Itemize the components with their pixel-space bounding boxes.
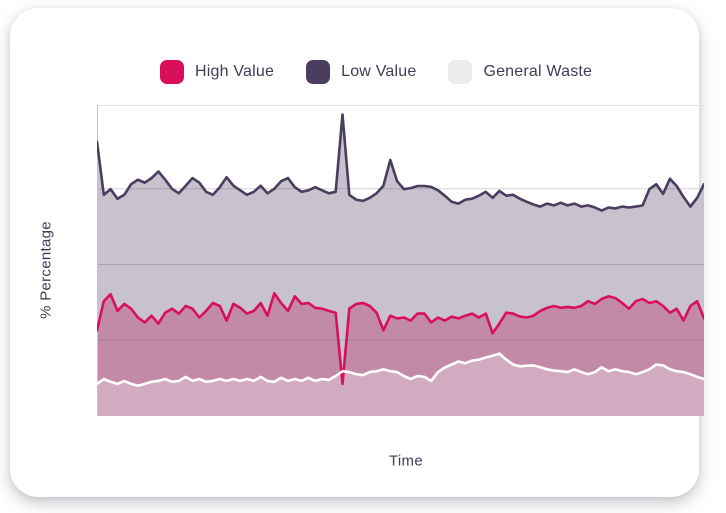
legend-item-high-value[interactable]: High Value <box>160 60 274 84</box>
legend-label: Low Value <box>341 63 417 80</box>
chart-card: High Value Low Value General Waste % Per… <box>10 8 704 497</box>
high-value-swatch-icon <box>160 60 184 84</box>
area-chart <box>97 105 704 416</box>
legend-item-general-waste[interactable]: General Waste <box>448 60 592 84</box>
y-axis-label: % Percentage <box>37 221 55 319</box>
low-value-swatch-icon <box>306 60 331 84</box>
area-chart-svg <box>97 105 704 416</box>
legend-item-low-value[interactable]: Low Value <box>306 60 416 84</box>
x-axis-label: Time <box>389 452 423 470</box>
general-waste-swatch-icon <box>448 60 473 84</box>
legend-label: General Waste <box>483 63 593 80</box>
chart-legend: High Value Low Value General Waste <box>160 60 592 84</box>
legend-label: High Value <box>195 63 275 80</box>
